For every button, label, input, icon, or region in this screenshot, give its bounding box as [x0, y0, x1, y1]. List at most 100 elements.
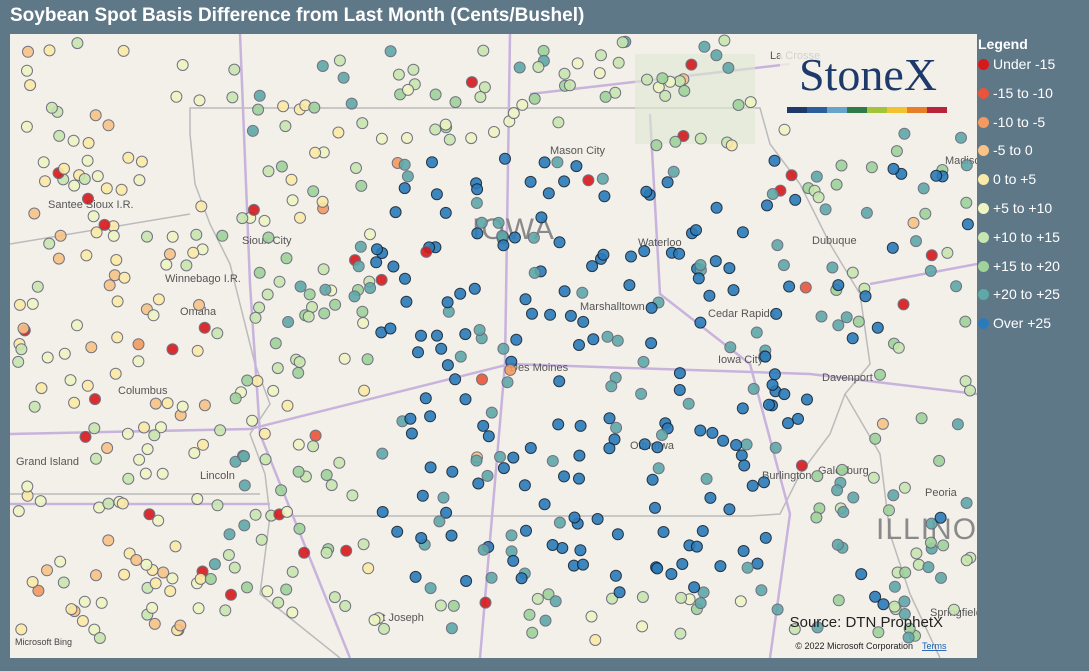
marker: [645, 301, 658, 314]
title: Soybean Spot Basis Difference from Last …: [10, 5, 585, 26]
marker: [152, 514, 165, 527]
marker: [275, 160, 288, 173]
marker: [563, 79, 576, 92]
marker: [700, 472, 713, 485]
terms-link[interactable]: Terms: [922, 641, 947, 651]
place-label: Davenport: [822, 372, 873, 384]
marker: [792, 412, 804, 425]
marker: [424, 461, 437, 474]
marker: [855, 568, 868, 581]
marker: [766, 378, 779, 391]
marker: [43, 237, 56, 250]
marker: [318, 307, 331, 320]
marker: [28, 207, 41, 220]
marker: [190, 228, 203, 241]
marker: [710, 201, 723, 214]
marker: [21, 64, 33, 77]
legend-label: +10 to +15: [993, 228, 1060, 245]
highway: [648, 113, 792, 658]
marker: [429, 123, 442, 136]
marker: [160, 258, 173, 271]
marker: [449, 96, 462, 109]
marker: [109, 367, 122, 380]
marker: [439, 118, 452, 131]
marker: [832, 594, 845, 607]
marker: [98, 218, 111, 231]
copyright: © 2022 Microsoft Corporation: [795, 641, 913, 651]
marker: [81, 154, 94, 167]
marker: [485, 571, 498, 584]
marker: [499, 152, 511, 165]
marker: [674, 627, 687, 640]
marker: [520, 524, 532, 537]
marker: [494, 450, 506, 463]
marker: [364, 228, 376, 241]
legend-item: -5 to 0: [978, 142, 1089, 171]
marker: [724, 341, 737, 354]
marker: [88, 623, 101, 636]
legend-label: 0 to +5: [993, 171, 1037, 188]
marker: [508, 231, 521, 244]
marker: [188, 447, 201, 459]
marker: [706, 426, 719, 439]
marker: [558, 175, 571, 188]
markers: [12, 34, 977, 646]
marker: [652, 462, 665, 475]
legend-swatch: [978, 260, 989, 272]
marker: [52, 252, 65, 265]
place-label: Columbus: [118, 385, 168, 397]
place-label: St Joseph: [375, 612, 424, 624]
marker: [285, 173, 298, 186]
marker: [751, 557, 764, 570]
marker: [340, 544, 353, 557]
marker: [20, 120, 33, 133]
marker: [676, 558, 689, 570]
legend-swatch: [978, 202, 989, 214]
marker: [90, 226, 103, 239]
marker: [389, 206, 402, 219]
marker: [13, 298, 26, 311]
marker: [519, 293, 532, 306]
marker: [552, 116, 565, 129]
marker: [294, 211, 306, 224]
marker: [255, 533, 268, 546]
marker: [141, 230, 153, 243]
marker: [492, 216, 505, 229]
marker: [558, 470, 570, 483]
marker: [273, 275, 286, 288]
marker: [694, 316, 707, 329]
marker: [437, 491, 450, 504]
marker: [246, 124, 259, 137]
marker: [646, 473, 659, 486]
marker: [164, 585, 177, 598]
marker: [71, 37, 84, 50]
marker: [638, 438, 651, 451]
marker: [384, 322, 397, 335]
marker: [54, 229, 67, 242]
marker: [292, 366, 305, 379]
marker: [139, 467, 152, 480]
marker: [758, 476, 770, 489]
marker: [645, 337, 658, 350]
marker: [576, 286, 589, 299]
marker: [54, 555, 67, 568]
marker: [355, 179, 368, 192]
marker: [459, 393, 472, 406]
marker: [58, 162, 70, 175]
marker: [195, 200, 208, 213]
marker: [573, 472, 585, 485]
marker: [193, 299, 205, 311]
marker: [39, 175, 51, 188]
marker: [65, 603, 78, 616]
marker: [605, 380, 618, 393]
marker: [907, 216, 920, 229]
marker: [316, 195, 329, 208]
marker: [831, 484, 844, 497]
marker: [460, 575, 473, 587]
marker: [759, 350, 772, 363]
marker: [725, 139, 738, 152]
marker: [281, 399, 294, 412]
marker: [558, 67, 571, 80]
marker: [501, 376, 514, 389]
logo-background: [780, 50, 950, 116]
